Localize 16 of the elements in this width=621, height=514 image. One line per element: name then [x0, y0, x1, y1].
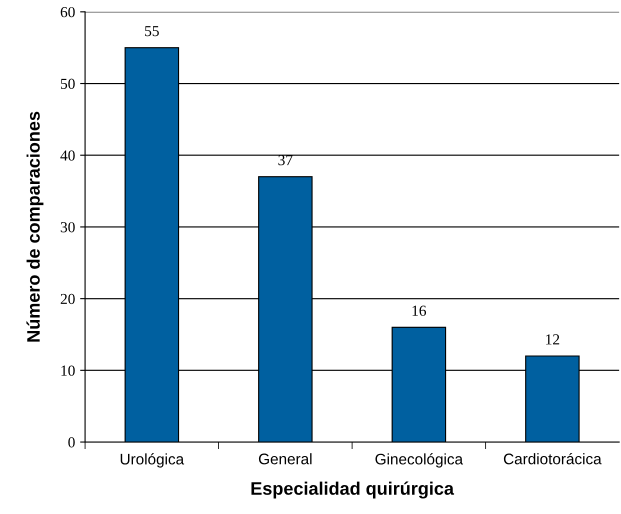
y-tick-label: 30	[60, 222, 75, 232]
y-tick-label: 10	[61, 365, 75, 376]
y-tick-label: 50	[60, 78, 75, 89]
y-tick-label: 60	[60, 6, 75, 18]
y-axis-title: Número de comparaciones	[26, 112, 44, 342]
data-label: 12	[546, 334, 560, 344]
x-tick-label: General	[258, 453, 312, 464]
y-tick-label: 40	[60, 150, 75, 161]
y-tick-label: 20	[60, 294, 75, 304]
x-tick-label: Ginecológica	[375, 453, 464, 468]
x-tick-label: Urológica	[120, 453, 184, 468]
y-tick-label: 0	[68, 437, 75, 448]
data-label: 55	[145, 26, 159, 36]
x-tick-label: Cardiotorácica	[504, 452, 602, 464]
data-label: 16	[412, 306, 426, 316]
x-axis-title: Especialidad quirúrgica	[251, 481, 454, 499]
